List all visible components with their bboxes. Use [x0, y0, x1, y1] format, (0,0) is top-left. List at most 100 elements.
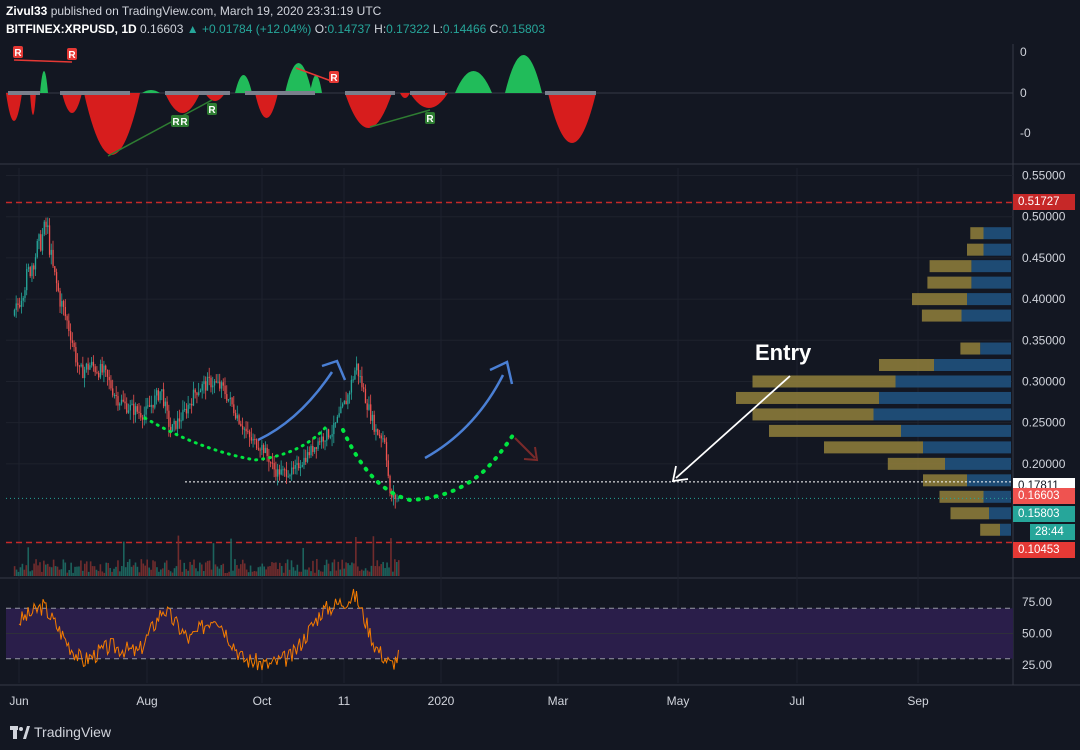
candle-body	[268, 455, 270, 463]
volume-bar	[267, 566, 269, 576]
candle-body	[54, 266, 56, 273]
x-axis-tick-label: May	[667, 694, 690, 708]
candle-body	[384, 438, 386, 443]
tradingview-brand[interactable]: TradingView	[34, 724, 112, 740]
volume-bar	[173, 568, 176, 576]
volume-bar	[171, 572, 174, 576]
high-value: 0.17322	[386, 22, 430, 36]
last-price-tag: 0.16603	[1013, 488, 1075, 504]
rounded-bottom-dots	[341, 428, 517, 503]
volume-bar	[243, 563, 246, 576]
symbol-label[interactable]: BITFINEX:XRPUSD, 1D	[6, 22, 137, 36]
volume-bar	[384, 568, 386, 576]
publication-info: Zivul33 published on TradingView.com, Ma…	[6, 4, 381, 18]
candle-body	[320, 436, 323, 443]
divergence-label: R	[14, 48, 22, 59]
volume-bar	[362, 570, 365, 576]
volume-bar	[117, 560, 119, 576]
volume-bar	[177, 535, 180, 576]
volume-bar	[302, 547, 304, 576]
candle-body	[275, 469, 277, 477]
candle-body	[292, 467, 295, 469]
volume-bar	[175, 566, 178, 576]
y-axis-tick-label: 0.30000	[1022, 374, 1066, 388]
volume-bar	[13, 566, 16, 576]
y-axis-tick-label: 0.55000	[1022, 169, 1066, 183]
oscillator-tick-label: 0	[1020, 45, 1027, 59]
candle-body	[363, 387, 365, 389]
volume-bar	[199, 562, 201, 576]
volume-bar	[93, 566, 96, 576]
volume-bar	[353, 563, 355, 576]
volume-bar	[183, 562, 186, 576]
volume-bar	[165, 560, 168, 576]
volume-bar	[216, 566, 219, 576]
candle-body	[103, 365, 105, 373]
candle-body	[29, 267, 31, 277]
candle-body	[266, 447, 268, 456]
candle-body	[254, 439, 256, 441]
candle-body	[187, 404, 189, 414]
candle-body	[299, 466, 302, 469]
volume-bar	[35, 559, 37, 576]
published-text: published on TradingView.com, March 19, …	[50, 4, 382, 18]
candle-body	[333, 422, 335, 435]
close-label: C:	[489, 22, 502, 36]
candle-body	[71, 340, 74, 343]
candle-body	[277, 469, 279, 477]
volume-bar	[84, 563, 86, 576]
volume-profile-bar-down	[1000, 523, 1011, 536]
candle-body	[387, 460, 389, 476]
volume-bar	[119, 571, 121, 576]
volume-bar	[204, 562, 207, 576]
volume-bar	[392, 571, 394, 576]
author-name[interactable]: Zivul33	[6, 4, 48, 18]
candle-body	[310, 445, 312, 456]
candle-body	[250, 437, 253, 441]
candle-body	[219, 381, 221, 389]
arrowhead-icon	[489, 360, 514, 385]
volume-bar	[351, 562, 353, 576]
volume-bar	[206, 560, 209, 576]
candle-body	[191, 403, 193, 406]
candle-body	[364, 388, 367, 404]
candle-body	[357, 363, 360, 377]
volume-bar	[321, 571, 324, 576]
candle-body	[119, 403, 121, 406]
resistance-price-tag: 0.51727	[1013, 194, 1075, 210]
countdown-tag: 28:44	[1030, 524, 1075, 540]
candle-body	[373, 414, 375, 432]
candle-body	[350, 379, 353, 393]
volume-bar	[21, 563, 24, 576]
oscillator-wave	[310, 75, 322, 93]
candle-body	[127, 410, 130, 413]
volume-bar	[380, 564, 382, 576]
candle-body	[345, 400, 347, 405]
candle-body	[215, 381, 217, 383]
candle-body	[301, 464, 303, 467]
volume-bar	[72, 572, 74, 576]
candle-body	[331, 434, 333, 437]
candle-body	[382, 438, 384, 440]
tradingview-logo-icon[interactable]	[10, 723, 30, 741]
close-value: 0.15803	[501, 22, 546, 36]
candle-body	[66, 316, 68, 321]
volume-bar	[167, 569, 170, 576]
volume-bar	[123, 541, 125, 576]
candle-body	[377, 429, 379, 435]
volume-bar	[181, 571, 184, 576]
candle-body	[68, 320, 70, 332]
divergence-badge	[13, 46, 23, 58]
candle-body	[173, 420, 175, 425]
candle-body	[213, 381, 216, 386]
volume-bar	[17, 571, 20, 576]
volume-bar	[360, 569, 363, 576]
candle-body	[136, 406, 138, 412]
volume-bar	[333, 559, 336, 576]
x-axis-tick-label: Oct	[253, 694, 272, 708]
volume-profile-bar-up	[912, 293, 967, 306]
volume-bar	[368, 571, 371, 576]
volume-bar	[245, 569, 248, 576]
volume-bar	[74, 566, 76, 576]
volume-bar	[388, 567, 390, 576]
